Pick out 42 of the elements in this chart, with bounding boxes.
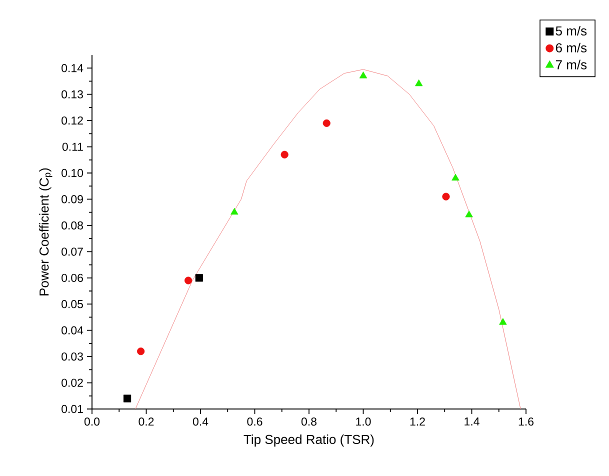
y-tick-label: 0.06 (62, 274, 83, 282)
y-tick-label: 0.01 (62, 404, 83, 414)
y-tick-label: 0.04 (62, 326, 84, 334)
y-tick-label: 0.11 (62, 142, 83, 151)
y-tick-label: 0.13 (62, 90, 83, 98)
point (137, 348, 145, 356)
y-tick-label: 0.08 (62, 221, 83, 230)
point (195, 274, 203, 282)
point (280, 150, 288, 158)
point (184, 276, 192, 284)
x-tick-label: 0.8 (301, 418, 316, 426)
legend-label: 7 m/s (556, 60, 587, 70)
point (499, 318, 507, 325)
y-tick-label: 0.05 (62, 300, 83, 308)
x-tick-label: 1.6 (518, 418, 534, 426)
y-tick-label: 0.07 (62, 248, 83, 256)
point (452, 174, 460, 181)
point (359, 72, 368, 78)
point (442, 192, 450, 200)
point (230, 208, 238, 215)
y-axis-title: Power Coefficient (C$_{p}$) (39, 168, 52, 296)
point (123, 394, 132, 402)
x-tick-label: 1.2 (410, 418, 425, 426)
y-tick-label: 0.10 (62, 168, 84, 178)
point (415, 79, 423, 86)
legend-label: 6 m/s (556, 42, 587, 52)
x-tick-label: 0.6 (247, 418, 262, 426)
point (322, 119, 330, 127)
x-tick-label: 1.0 (356, 418, 371, 426)
y-tick-label: 0.09 (62, 195, 83, 204)
x-tick-label: 1.4 (464, 418, 480, 426)
y-tick-label: 0.03 (62, 352, 83, 361)
y-tick-label: 0.14 (62, 64, 84, 72)
x-axis-title: Tip Speed Ratio (TSR) (244, 434, 374, 447)
y-tick-label: 0.12 (62, 116, 83, 125)
point (465, 210, 473, 218)
line-series (135, 69, 521, 409)
x-tick-label: 0.2 (138, 418, 154, 426)
legend-label: 5 m/s (556, 26, 587, 36)
y-tick-label: 0.02 (62, 378, 83, 387)
x-tick-label: 0.0 (84, 418, 100, 426)
x-tick-label: 0.4 (192, 418, 208, 426)
